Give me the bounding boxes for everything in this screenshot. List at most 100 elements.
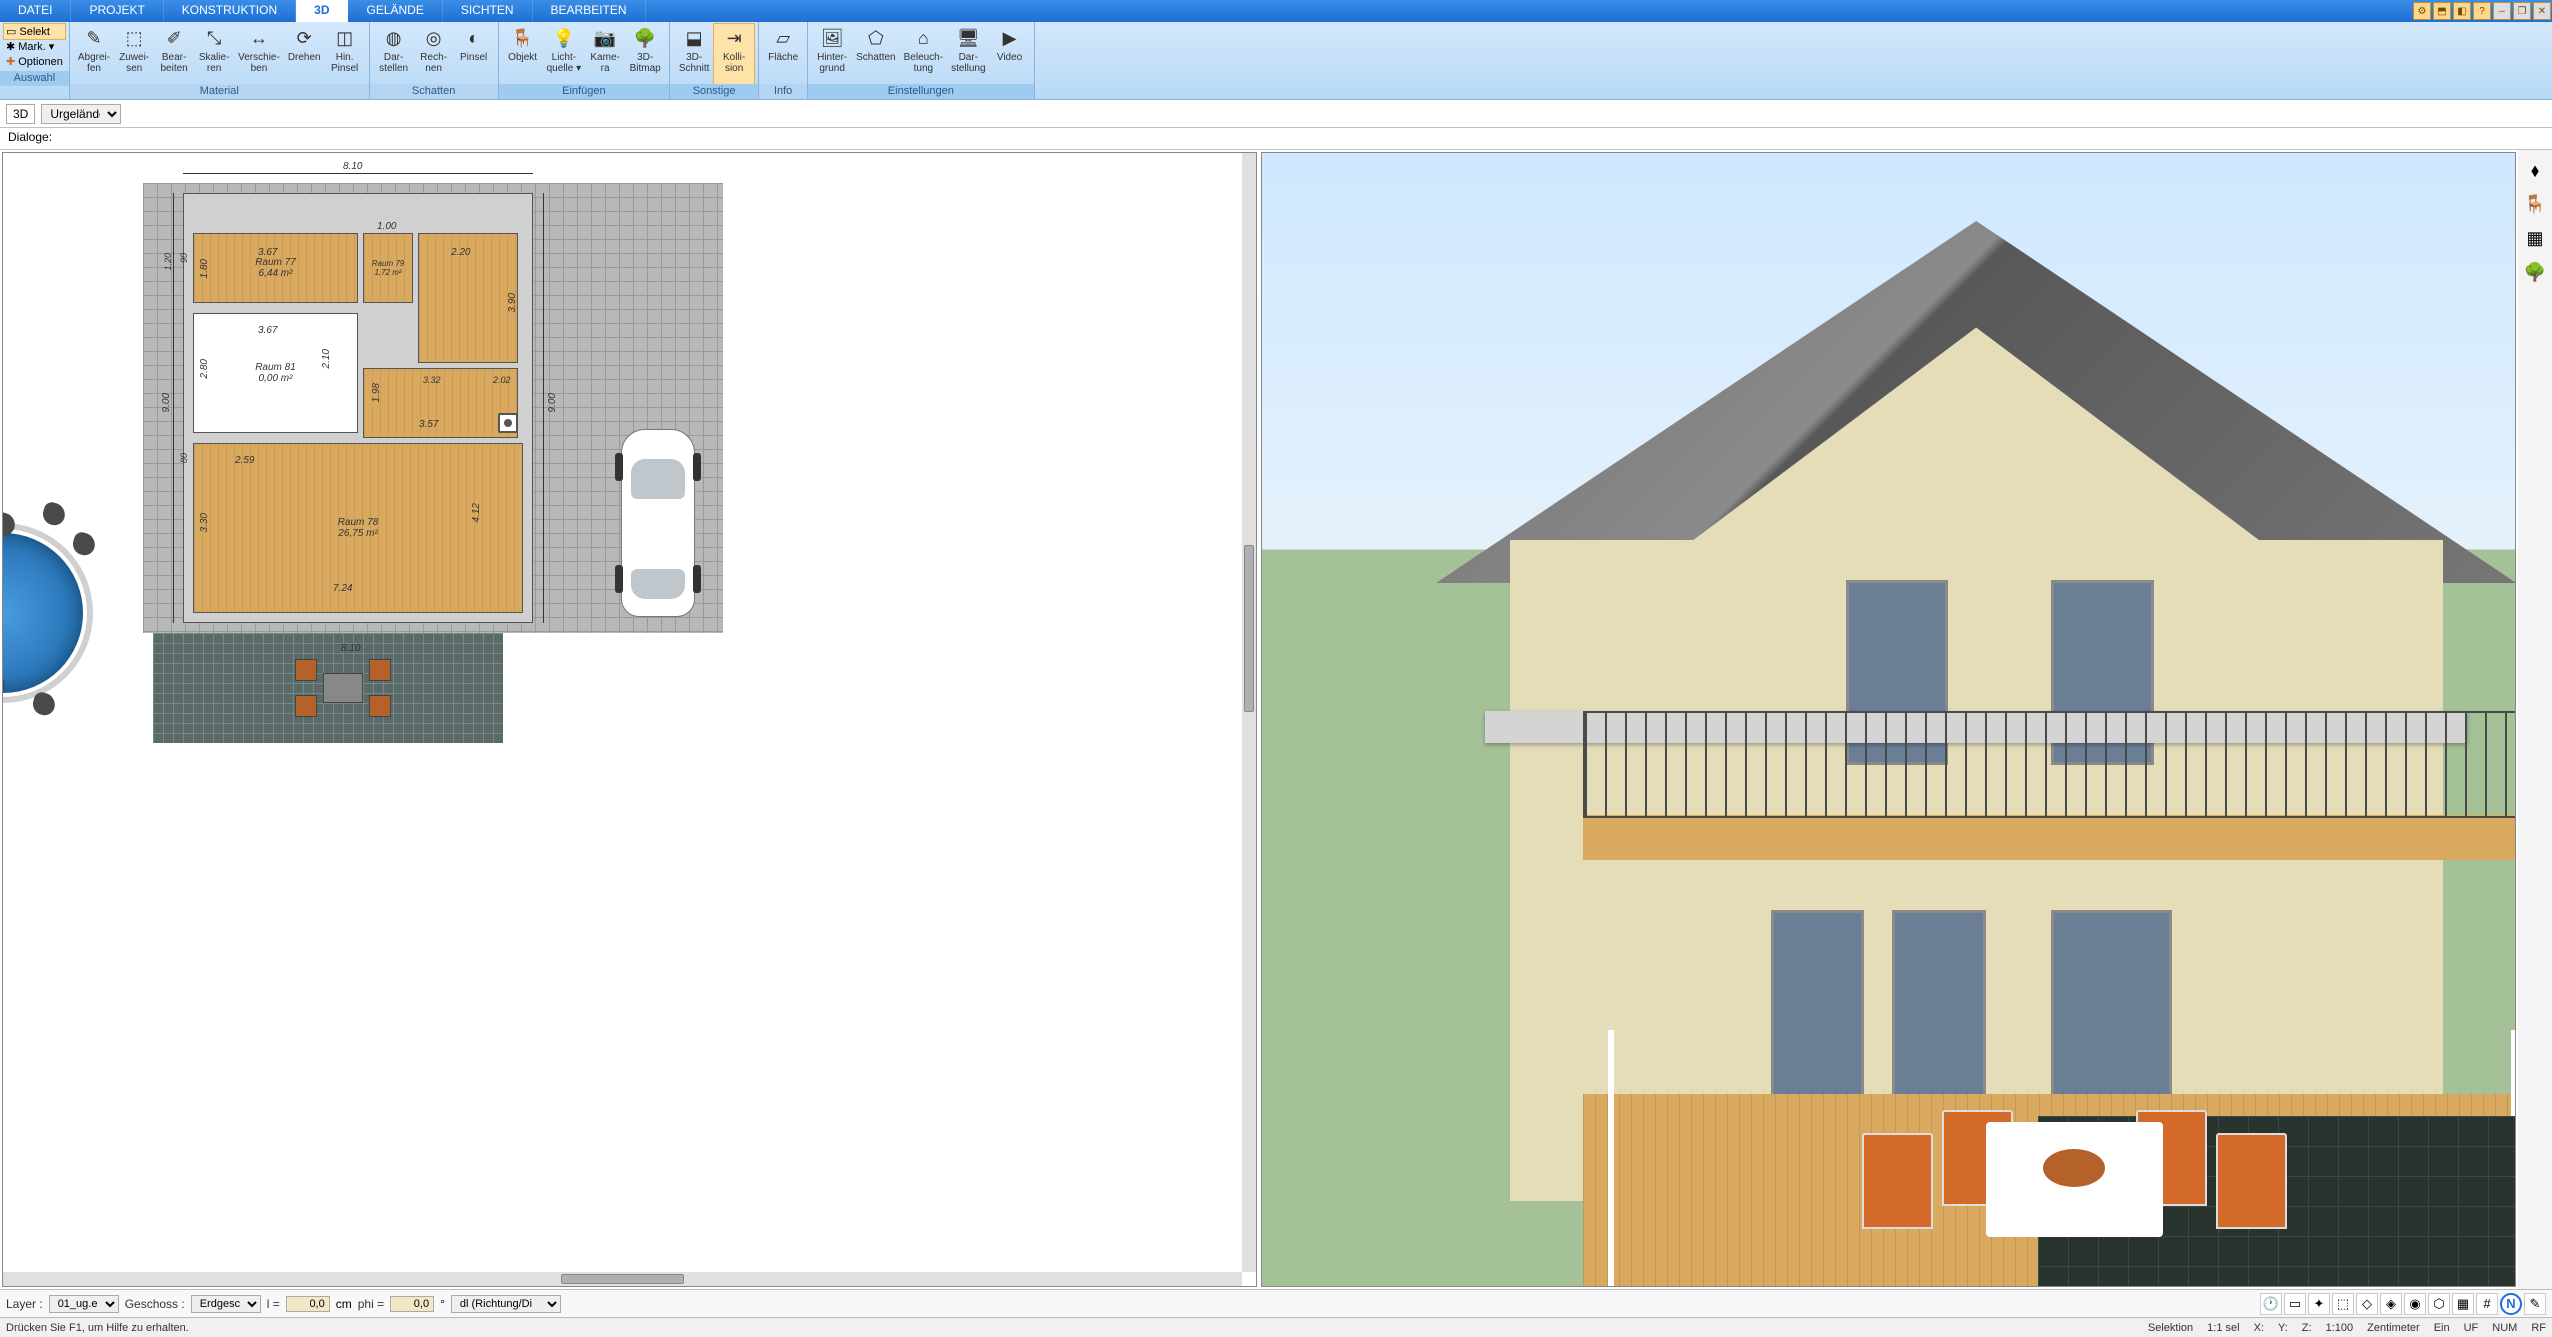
help-hint: Drücken Sie F1, um Hilfe zu erhalten. <box>6 1322 189 1334</box>
plan-view[interactable]: Raum 776,44 m² Raum 791,72 m² Raum 810,0… <box>2 152 1257 1287</box>
ribbon-button[interactable]: ◍Dar-stellen <box>374 24 414 84</box>
layers-icon[interactable]: ⬧ <box>2523 158 2547 182</box>
ribbon-button[interactable]: ⬠Schatten <box>852 24 899 84</box>
mark-button[interactable]: ✱ Mark. ▾ <box>4 39 65 54</box>
tab-gelaende[interactable]: GELÄNDE <box>348 0 442 22</box>
ribbon-icon: ✐ <box>162 26 186 50</box>
layer-select[interactable]: Urgelände <box>41 104 121 124</box>
ribbon-button[interactable]: ◐Pinsel <box>454 24 494 84</box>
geschoss-select[interactable]: Erdgeschos <box>191 1295 261 1313</box>
layout-icon[interactable]: ⬒ <box>2433 2 2451 20</box>
toolbar-icon[interactable]: ▦ <box>2452 1293 2474 1315</box>
tab-bearbeiten[interactable]: BEARBEITEN <box>533 0 646 22</box>
ribbon-button[interactable]: 🌳3D-Bitmap <box>625 24 665 84</box>
group-title: Sonstige <box>670 84 758 99</box>
group-info: ▱Fläche Info <box>759 22 808 99</box>
ribbon-button[interactable]: ▶Video <box>990 24 1030 84</box>
group-title: Material <box>70 84 369 99</box>
ribbon-icon: 🪑 <box>511 26 535 50</box>
ribbon-button[interactable]: ✐Bear-beiten <box>154 24 194 84</box>
tab-projekt[interactable]: PROJEKT <box>71 0 163 22</box>
ribbon-button[interactable]: 🖥Dar-stellung <box>947 24 989 84</box>
plants-icon[interactable]: 🌳 <box>2523 260 2547 284</box>
tool-icon[interactable]: ⚙ <box>2413 2 2431 20</box>
ribbon-icon: 🖥 <box>956 26 980 50</box>
group-title: Info <box>759 84 807 99</box>
toolbar-icon[interactable]: ◇ <box>2356 1293 2378 1315</box>
room-78: Raum 7826,75 m² <box>193 443 523 613</box>
ribbon-icon: 🌳 <box>633 26 657 50</box>
scrollbar-v[interactable] <box>1242 153 1256 1272</box>
ribbon-icon: ◫ <box>333 26 357 50</box>
help-icon[interactable]: ? <box>2473 2 2491 20</box>
ribbon-icon: ⬓ <box>682 26 706 50</box>
ribbon-icon: ⤡ <box>202 26 226 50</box>
ribbon-icon: ⌂ <box>911 26 935 50</box>
ribbon-icon: ✎ <box>82 26 106 50</box>
toolbar-icon[interactable]: N <box>2500 1293 2522 1315</box>
ribbon-button[interactable]: ✎Abgrei-fen <box>74 24 114 84</box>
group-title: Auswahl <box>0 71 69 86</box>
ribbon-icon: ◎ <box>422 26 446 50</box>
3d-view[interactable] <box>1261 152 2516 1287</box>
ribbon-button[interactable]: ⇥Kolli-sion <box>714 24 754 84</box>
ribbon-button[interactable]: ⌂Beleuch-tung <box>900 24 947 84</box>
socket-icon <box>498 413 518 433</box>
ribbon-icon: ↔ <box>247 26 271 50</box>
ribbon-icon: ⟳ <box>292 26 316 50</box>
toolbar-icon[interactable]: ◈ <box>2380 1293 2402 1315</box>
right-sidebar: ⬧ 🪑 ▦ 🌳 <box>2518 150 2552 1289</box>
balcony <box>1583 711 2516 860</box>
dialog-bar: Dialoge: <box>0 128 2552 150</box>
length-input[interactable] <box>286 1296 330 1312</box>
ribbon-button[interactable]: ◎Rech-nen <box>414 24 454 84</box>
toolbar-icon[interactable]: ▭ <box>2284 1293 2306 1315</box>
ribbon-button[interactable]: 🖼Hinter-grund <box>812 24 852 84</box>
ribbon-button[interactable]: 🪑Objekt <box>503 24 543 84</box>
tab-konstruktion[interactable]: KONSTRUKTION <box>164 0 296 22</box>
group-title: Einstellungen <box>808 84 1033 99</box>
toolbar-icon[interactable]: 🕐 <box>2260 1293 2282 1315</box>
phi-input[interactable] <box>390 1296 434 1312</box>
tab-3d[interactable]: 3D <box>296 0 348 22</box>
tab-datei[interactable]: DATEI <box>0 0 71 22</box>
ribbon-icon: ⬠ <box>864 26 888 50</box>
toolbar-icon[interactable]: ◉ <box>2404 1293 2426 1315</box>
ribbon-button[interactable]: ⟳Drehen <box>284 24 325 84</box>
ribbon-button[interactable]: 📷Kame-ra <box>585 24 625 84</box>
toolbar-icon[interactable]: ⬚ <box>2332 1293 2354 1315</box>
materials-icon[interactable]: ▦ <box>2523 226 2547 250</box>
ribbon-button[interactable]: ⤡Skalie-ren <box>194 24 234 84</box>
ribbon-button[interactable]: ⬓3D-Schnitt <box>674 24 714 84</box>
furniture-icon[interactable]: 🪑 <box>2523 192 2547 216</box>
minimize-icon[interactable]: – <box>2493 2 2511 20</box>
maximize-icon[interactable]: ❐ <box>2513 2 2531 20</box>
optionen-button[interactable]: ✚ Optionen <box>4 54 65 69</box>
toolbar-icon[interactable]: # <box>2476 1293 2498 1315</box>
ribbon-button[interactable]: ▱Fläche <box>763 24 803 84</box>
selekt-button[interactable]: ▭ Selekt <box>4 24 65 39</box>
split-icon[interactable]: ◧ <box>2453 2 2471 20</box>
ribbon-icon: 💡 <box>552 26 576 50</box>
toolbar-icon[interactable]: ⬡ <box>2428 1293 2450 1315</box>
patio-furniture <box>1853 1084 2295 1276</box>
toolbar-icon[interactable]: ✎ <box>2524 1293 2546 1315</box>
menu-bar: DATEI PROJEKT KONSTRUKTION 3D GELÄNDE SI… <box>0 0 2552 22</box>
main-area: Raum 776,44 m² Raum 791,72 m² Raum 810,0… <box>0 150 2552 1289</box>
scrollbar-h[interactable] <box>3 1272 1242 1286</box>
tab-sichten[interactable]: SICHTEN <box>443 0 533 22</box>
ribbon-button[interactable]: ◫Hin.Pinsel <box>325 24 365 84</box>
ribbon-icon: ⇥ <box>722 26 746 50</box>
dl-select[interactable]: dl (Richtung/Di <box>451 1295 561 1313</box>
close-icon[interactable]: ✕ <box>2533 2 2551 20</box>
ribbon-button[interactable]: ⬚Zuwei-sen <box>114 24 154 84</box>
mode-3d[interactable]: 3D <box>6 104 35 124</box>
ribbon-button[interactable]: 💡Licht-quelle ▾ <box>543 24 586 84</box>
group-title: Schatten <box>370 84 498 99</box>
geschoss-label: Geschoss : <box>125 1297 185 1311</box>
group-einstellungen: 🖼Hinter-grund⬠Schatten⌂Beleuch-tung🖥Dar-… <box>808 22 1034 99</box>
layer-select[interactable]: 01_ug.eg.o <box>49 1295 119 1313</box>
ribbon-button[interactable]: ↔Verschie-ben <box>234 24 284 84</box>
toolbar-icon[interactable]: ✦ <box>2308 1293 2330 1315</box>
ribbon-icon: ◐ <box>462 26 486 50</box>
